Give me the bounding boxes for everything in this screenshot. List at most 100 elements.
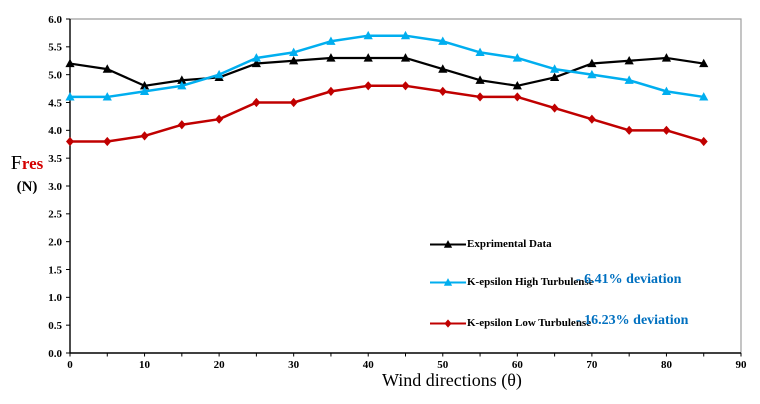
- data-point-marker: [289, 97, 298, 108]
- data-point-marker: [624, 75, 634, 84]
- x-tick-label: 0: [67, 359, 73, 371]
- x-tick-label: 60: [512, 359, 524, 371]
- plot-border: [70, 18, 742, 353]
- data-point-marker: [326, 36, 336, 45]
- data-point-marker: [587, 69, 597, 79]
- data-point-marker: [251, 53, 261, 62]
- data-point-marker: [699, 92, 709, 101]
- data-point-marker: [512, 81, 522, 90]
- y-axis-label-res: res: [21, 154, 44, 173]
- series-1-triangle: [65, 30, 709, 101]
- data-point-marker: [550, 72, 560, 82]
- experimental-series-marker-icon: [430, 239, 466, 248]
- data-point-marker: [65, 58, 75, 68]
- x-tick-label: 80: [661, 359, 673, 371]
- y-tick-label: 1.0: [48, 292, 62, 304]
- y-tick-label: 5.5: [48, 42, 62, 54]
- data-point-marker: [139, 86, 150, 95]
- data-point-marker: [512, 53, 522, 62]
- data-point-marker: [587, 58, 597, 68]
- y-tick-label: 0.5: [48, 320, 62, 332]
- legend-label: K-epsilon High Turbulense: [467, 275, 594, 288]
- deviation-annotation-high: - 6.41% deviation: [576, 272, 682, 287]
- y-tick-label: 2.5: [48, 209, 62, 221]
- y-tick-label: 3.5: [48, 153, 62, 165]
- data-point-marker: [438, 36, 448, 45]
- y-tick-label: 2.0: [48, 236, 62, 248]
- data-point-marker: [475, 47, 485, 56]
- data-point-marker: [363, 53, 373, 62]
- data-point-marker: [475, 75, 485, 84]
- data-point-marker: [438, 64, 448, 73]
- legend-item-k-epsilon-low: K-epsilon Low Turbulense - 16.23% deviat…: [430, 313, 688, 329]
- axes-lines: [69, 19, 741, 354]
- x-tick-label: 70: [586, 359, 598, 371]
- y-tick-label: 4.0: [48, 125, 62, 137]
- data-point-marker: [550, 64, 560, 73]
- x-tick-label: 10: [139, 359, 151, 371]
- x-tick-label: 20: [214, 359, 226, 371]
- data-point-marker: [139, 81, 150, 90]
- data-point-marker: [326, 53, 336, 62]
- deviation-annotation-low: - 16.23% deviation: [576, 313, 689, 328]
- data-point-marker: [177, 120, 186, 130]
- x-tick-label: 40: [363, 359, 375, 371]
- data-point-marker: [476, 92, 485, 102]
- data-point-marker: [661, 53, 672, 62]
- data-point-marker: [214, 69, 224, 79]
- y-tick-label: 4.5: [48, 97, 62, 109]
- data-point-marker: [513, 92, 522, 102]
- x-axis-label: Wind directions (θ): [382, 370, 522, 390]
- x-axis-ticks: 0 10 20 30 40 50 60 70 80 90: [67, 353, 747, 371]
- y-tick-label: 3.0: [48, 181, 62, 193]
- k-epsilon-low-series-marker-icon: [430, 318, 466, 328]
- data-point-marker: [699, 58, 709, 68]
- data-point-marker: [102, 92, 112, 101]
- y-tick-label: 5.0: [48, 69, 62, 81]
- data-point-marker: [699, 136, 708, 147]
- series-0-triangle: [65, 53, 709, 90]
- data-point-marker: [400, 30, 411, 40]
- data-point-marker: [326, 86, 335, 96]
- x-tick-label: 50: [437, 359, 449, 371]
- legend-item-k-epsilon-high: K-epsilon High Turbulense - 6.41% deviat…: [430, 272, 681, 288]
- y-axis-unit: (N): [16, 179, 38, 195]
- data-point-marker: [625, 125, 634, 135]
- data-point-marker: [587, 114, 596, 124]
- data-point-marker: [177, 81, 187, 90]
- legend-item-experimental: Exprimental Data: [430, 237, 552, 250]
- data-point-marker: [401, 81, 410, 91]
- data-point-marker: [289, 55, 299, 65]
- data-point-marker: [400, 53, 411, 62]
- k-epsilon-high-series-marker-icon: [430, 277, 466, 286]
- data-point-marker: [251, 58, 261, 68]
- data-point-marker: [364, 81, 373, 91]
- data-point-marker: [661, 86, 672, 95]
- x-tick-label: 30: [288, 359, 300, 371]
- data-point-marker: [215, 114, 224, 124]
- series-2-diamond: [66, 81, 708, 147]
- y-tick-label: 6.0: [48, 14, 62, 26]
- y-axis-label-text: Fres: [2, 152, 52, 174]
- data-point-marker: [550, 103, 559, 113]
- y-axis-label: Fres (N): [2, 152, 52, 196]
- data-point-marker: [252, 97, 261, 108]
- data-point-marker: [66, 136, 74, 147]
- y-tick-label: 1.5: [48, 264, 62, 276]
- data-point-marker: [662, 125, 671, 135]
- legend-label: K-epsilon Low Turbulense: [467, 316, 592, 329]
- data-point-marker: [103, 136, 112, 147]
- data-point-marker: [624, 55, 634, 65]
- data-point-marker: [177, 75, 187, 84]
- y-axis-ticks: 0.0 0.5 1.0 1.5 2.0 2.5 3.0 3.5 4.0 4.5 5.0 5.5 6.0: [48, 14, 70, 360]
- data-point-marker: [140, 131, 149, 141]
- y-tick-label: 0.0: [48, 348, 62, 360]
- data-point-marker: [102, 64, 112, 73]
- data-point-marker: [289, 47, 299, 56]
- x-tick-label: 90: [736, 359, 748, 371]
- data-point-marker: [65, 92, 75, 101]
- legend-label: Exprimental Data: [467, 237, 552, 250]
- y-axis-label-f: F: [10, 152, 22, 174]
